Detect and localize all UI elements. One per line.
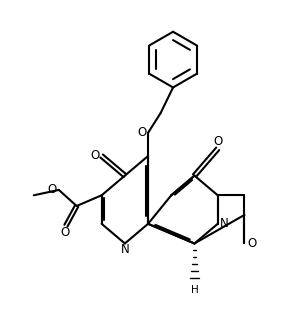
Text: O: O xyxy=(47,183,56,196)
Text: N: N xyxy=(121,243,129,256)
Text: O: O xyxy=(248,237,257,250)
Text: O: O xyxy=(90,149,99,162)
Text: O: O xyxy=(137,126,146,139)
Text: N: N xyxy=(220,217,229,230)
Text: O: O xyxy=(61,226,70,239)
Text: O: O xyxy=(213,135,223,148)
Text: H: H xyxy=(191,285,198,295)
